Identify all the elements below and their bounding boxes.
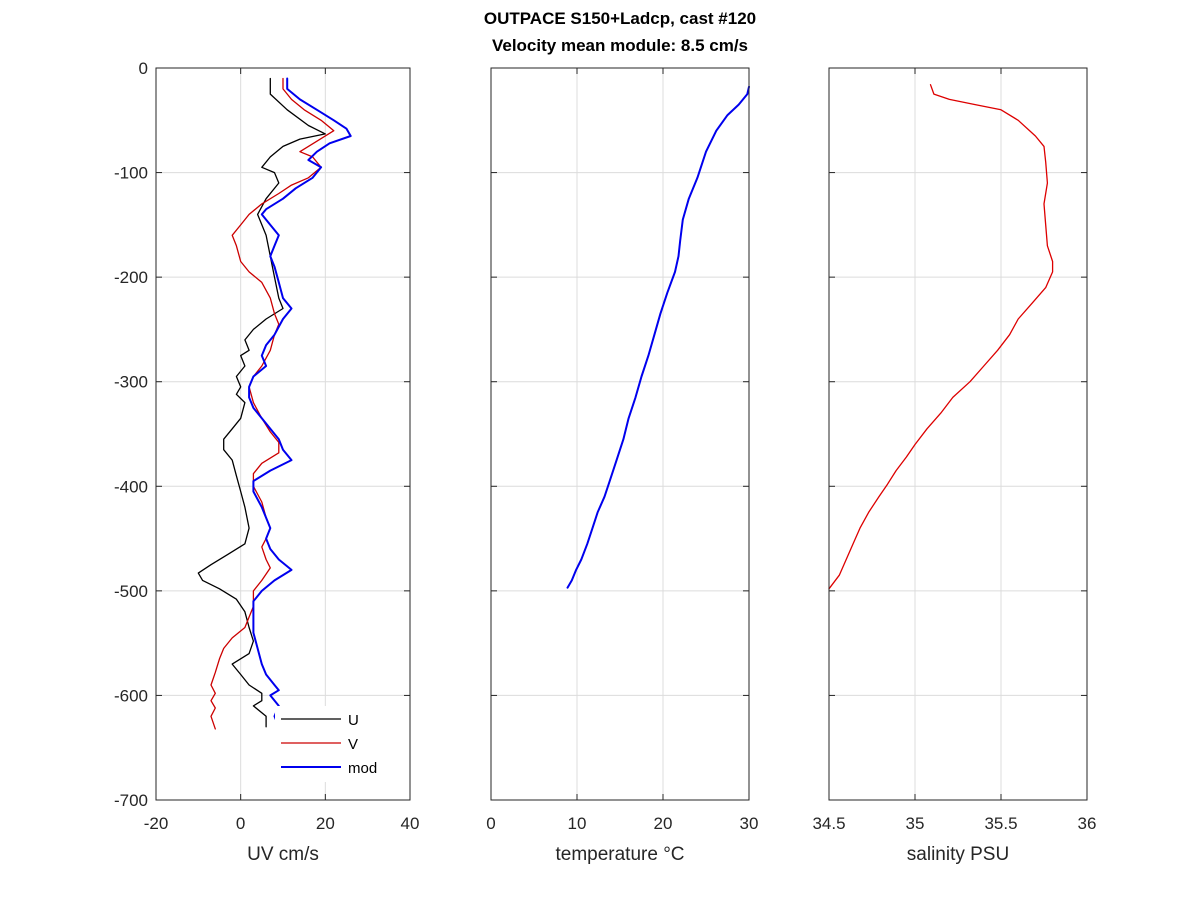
legend-label-v: V xyxy=(348,736,358,753)
x-tick-label: 0 xyxy=(486,814,495,833)
axes-background xyxy=(829,68,1087,800)
x-tick-label: 35.5 xyxy=(984,814,1017,833)
series-line-1 xyxy=(828,84,1054,590)
x-tick-label: 40 xyxy=(401,814,420,833)
figure-title-line2: Velocity mean module: 8.5 cm/s xyxy=(492,36,748,55)
panel-3: 34.5 35 35.5 36 salinity PSU xyxy=(812,67,1097,865)
x-tick-label: -20 xyxy=(144,814,169,833)
y-tick-label: 0 xyxy=(139,59,148,78)
legend-label-u: U xyxy=(348,712,359,729)
panel-2: 0 10 20 30 temperature °C xyxy=(486,67,759,865)
series-line-mod xyxy=(248,77,352,728)
y-tick-label: -600 xyxy=(114,686,148,705)
series-line-1 xyxy=(566,85,750,589)
series-line-u xyxy=(197,77,326,728)
x-tick-label: 34.5 xyxy=(812,814,845,833)
y-tick-label: -500 xyxy=(114,582,148,601)
axes-frame xyxy=(490,67,750,801)
x-axis-label: UV cm/s xyxy=(247,844,319,865)
x-tick-label: 30 xyxy=(740,814,759,833)
x-tick-label: 20 xyxy=(654,814,673,833)
y-tick-label: -400 xyxy=(114,477,148,496)
y-tick-label: -100 xyxy=(114,164,148,183)
y-tick-label: -700 xyxy=(114,791,148,810)
figure-title-line1: OUTPACE S150+Ladcp, cast #120 xyxy=(484,9,756,28)
y-tick-label: -300 xyxy=(114,373,148,392)
legend-label-mod: mod xyxy=(348,760,377,777)
panel-1: -20 0 20 400-100-200-300-400-500-600-700UV … xyxy=(114,59,419,865)
x-tick-label: 20 xyxy=(316,814,335,833)
x-axis-label: salinity PSU xyxy=(907,844,1009,865)
axes-frame xyxy=(828,67,1088,801)
x-tick-label: 36 xyxy=(1078,814,1097,833)
axes-background xyxy=(491,68,749,800)
y-tick-label: -200 xyxy=(114,268,148,287)
x-tick-label: 0 xyxy=(236,814,245,833)
x-tick-label: 35 xyxy=(906,814,925,833)
axes-frame xyxy=(155,67,411,801)
x-axis-label: temperature °C xyxy=(555,844,684,865)
x-tick-label: 10 xyxy=(568,814,587,833)
axes-background xyxy=(156,68,410,800)
plots-area: -20 0 20 400-100-200-300-400-500-600-700UV … xyxy=(114,59,1096,865)
